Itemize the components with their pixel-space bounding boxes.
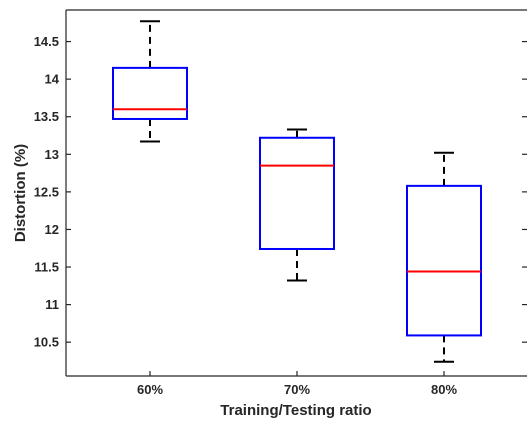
box-group xyxy=(112,20,188,143)
x-axis-label: Training/Testing ratio xyxy=(220,402,371,419)
box-group xyxy=(259,128,335,282)
y-tick-label: 14.5 xyxy=(34,34,59,49)
plot-area xyxy=(65,9,527,377)
y-axis-ticks: 10.5 11 11.5 12 12.5 13 13.5 14 14.5 xyxy=(34,34,527,350)
y-tick-label: 11 xyxy=(45,297,59,312)
box-series xyxy=(112,20,482,363)
box-group xyxy=(406,151,482,363)
interquartile-box xyxy=(259,136,335,250)
y-tick-label: 10.5 xyxy=(34,335,59,350)
y-tick-label: 13.5 xyxy=(34,109,59,124)
x-tick-label: 60% xyxy=(137,382,163,397)
x-tick-label: 70% xyxy=(284,382,310,397)
y-tick-label: 11.5 xyxy=(34,260,59,275)
y-axis-label: Distortion (%) xyxy=(12,144,29,242)
interquartile-box xyxy=(112,66,188,120)
y-tick-label: 12 xyxy=(45,222,59,237)
y-tick-label: 13 xyxy=(45,147,59,162)
x-tick-label: 80% xyxy=(431,382,457,397)
y-tick-label: 12.5 xyxy=(34,184,59,199)
x-axis-ticks: 60% 70% 80% xyxy=(137,371,457,397)
y-tick-label: 14 xyxy=(45,72,60,87)
interquartile-box xyxy=(406,184,482,337)
